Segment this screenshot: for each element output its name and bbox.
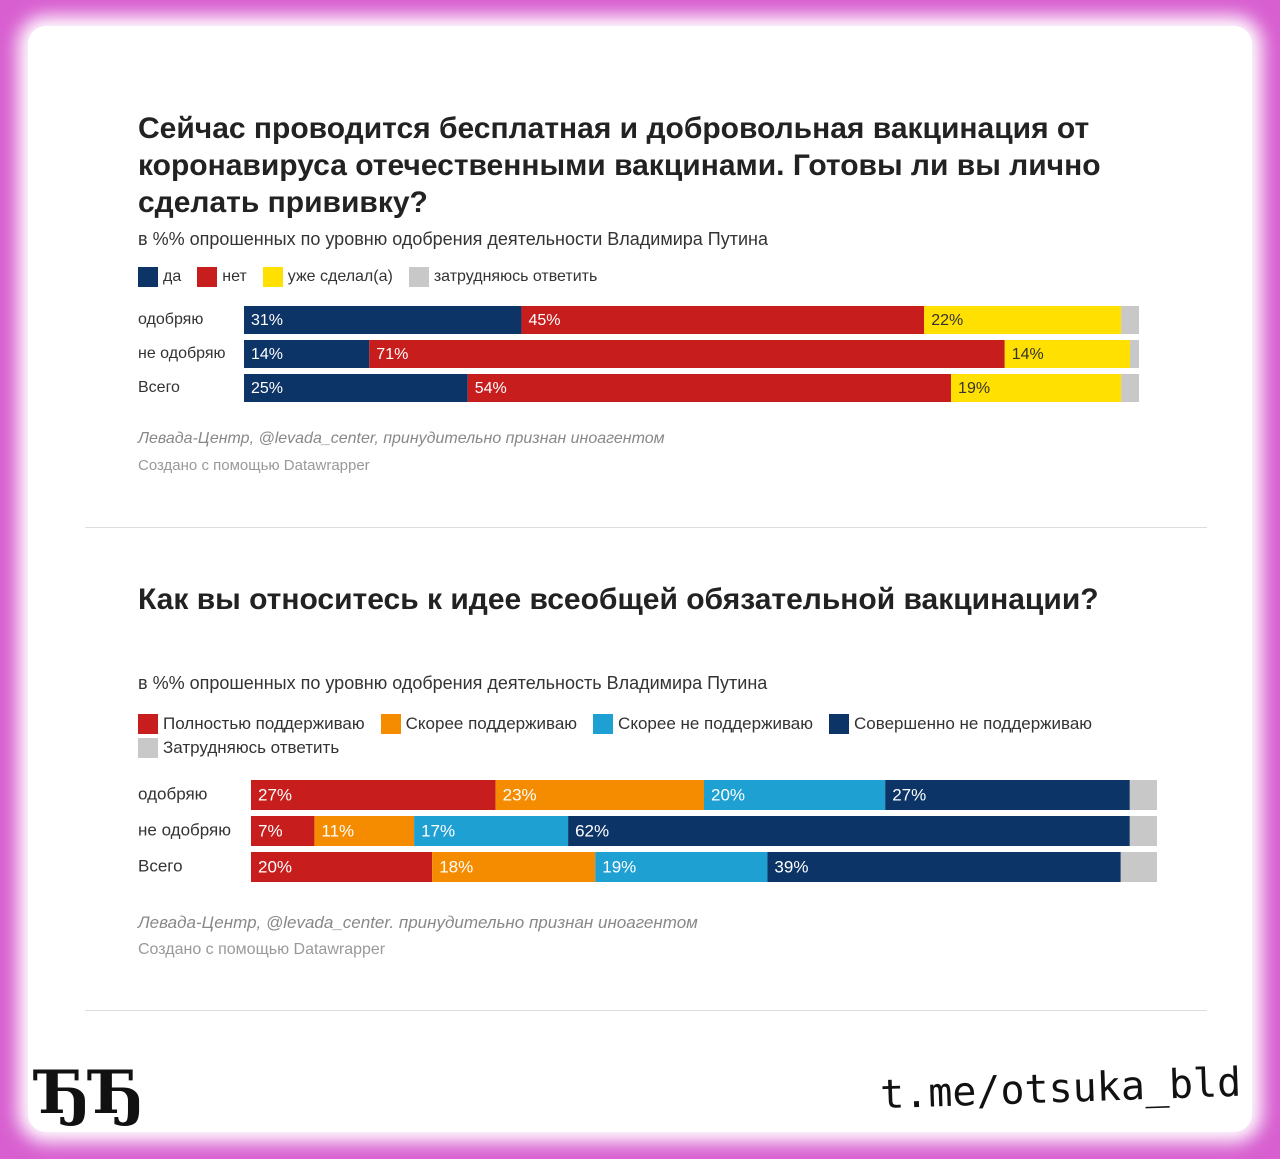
bar-segment [1004,340,1131,368]
bar-segment [1121,374,1139,402]
bar-segment [924,306,1122,334]
legend-label: нет [222,268,247,285]
bar-segment [1129,780,1157,810]
value-label: 31% [251,312,283,329]
value-label: 23% [503,785,537,804]
chart-subtitle: в %% опрошенных по уровню одобрения деят… [138,229,768,249]
legend-label: уже сделал(а) [287,268,393,285]
source: Левада-Центр, @levada_center. принудител… [138,913,698,932]
value-label: 11% [321,821,354,840]
credit: Создано с помощью Datawrapper [138,457,370,474]
value-label: 19% [958,380,990,397]
bar-segment [495,780,704,810]
legend-label: Совершенно не поддерживаю [854,714,1093,733]
bar-segment [704,780,886,810]
value-label: 54% [475,380,507,397]
row-label: одобряю [138,311,203,328]
bar-segment [369,340,1005,368]
row-label: одобряю [138,784,208,803]
value-label: 7% [258,821,283,840]
value-label: 18% [439,857,473,876]
bar-segment [595,852,768,882]
value-label: 22% [931,312,963,329]
legend-item: нет [197,267,247,287]
value-label: 17% [421,821,455,840]
chart-subtitle: в %% опрошенных по уровню одобрения деят… [138,673,768,693]
legend-swatch [593,714,614,734]
bar-segment [244,340,370,368]
bar-segment [432,852,596,882]
legend-swatch [380,714,401,734]
bar-segment [521,306,925,334]
bar-segment [1129,816,1157,846]
bar-segment [951,374,1122,402]
legend-label: Скорее не поддерживаю [618,714,814,733]
value-label: 25% [251,380,283,397]
value-label: 19% [602,857,636,876]
legend-item: Скорее поддерживаю [380,714,578,734]
panel [28,26,1252,1132]
legend-item: Совершенно не поддерживаю [829,714,1092,734]
legend-swatch [138,738,158,758]
legend-item: затрудняюсь ответить [408,267,598,287]
value-label: 45% [528,312,560,329]
bar-segment [414,816,569,846]
legend-swatch [197,267,218,287]
legend-item: Скорее не поддерживаю [593,714,813,734]
value-label: 71% [376,346,408,363]
credit: Создано с помощью Datawrapper [138,941,386,958]
legend-swatch [408,267,429,287]
row-label: Всего [138,856,183,875]
value-label: 62% [575,821,609,840]
legend-item: Затрудняюсь ответить [138,738,339,758]
legend-swatch [829,714,850,734]
legend-swatch [138,714,158,734]
source: Левада-Центр, @levada_center, принудител… [138,430,665,447]
bar-segment [1121,306,1139,334]
legend-label: Полностью поддерживаю [163,714,365,733]
row-label: не одобряю [138,345,226,362]
legend-swatch [262,267,283,287]
legend-label: затрудняюсь ответить [433,268,598,285]
value-label: 14% [251,346,283,363]
bar-segment [251,852,433,882]
bar-segment [1120,852,1157,882]
legend-item: уже сделал(а) [262,267,393,287]
bar-segment [885,780,1130,810]
separator [85,527,1207,528]
legend-item: Полностью поддерживаю [138,714,365,734]
bar-segment [251,816,315,846]
legend-item: да [138,267,181,287]
value-label: 20% [258,857,292,876]
legend-label: да [163,268,182,285]
value-label: 27% [892,785,926,804]
bar-segment [244,374,468,402]
legend-label: Скорее поддерживаю [405,714,578,733]
bar-segment [244,306,522,334]
bar-segment [467,374,952,402]
bar-segment [314,816,415,846]
value-label: 20% [711,785,745,804]
value-label: 39% [774,857,808,876]
bar-segment [251,780,496,810]
value-label: 14% [1012,346,1044,363]
bar-segment [1130,340,1139,368]
legend-swatch [138,267,158,287]
legend: да нет уже сделал(а) затрудняюсь ответить [138,267,1148,287]
chart-title: Сейчас проводится бесплатная и доброволь… [138,112,1101,219]
chart-title: Как вы относитесь к идее всеобщей обязат… [138,583,1099,616]
logo: ЂЂ [36,1058,145,1128]
row-label: не одобряю [138,820,231,839]
bar-segment [568,816,1130,846]
bar-segment [767,852,1121,882]
legend: Полностью поддерживаю Скорее поддерживаю С… [138,714,1148,758]
value-label: 27% [258,785,292,804]
separator [85,1010,1207,1011]
legend-label: Затрудняюсь ответить [163,738,340,757]
row-label: Всего [138,379,180,396]
